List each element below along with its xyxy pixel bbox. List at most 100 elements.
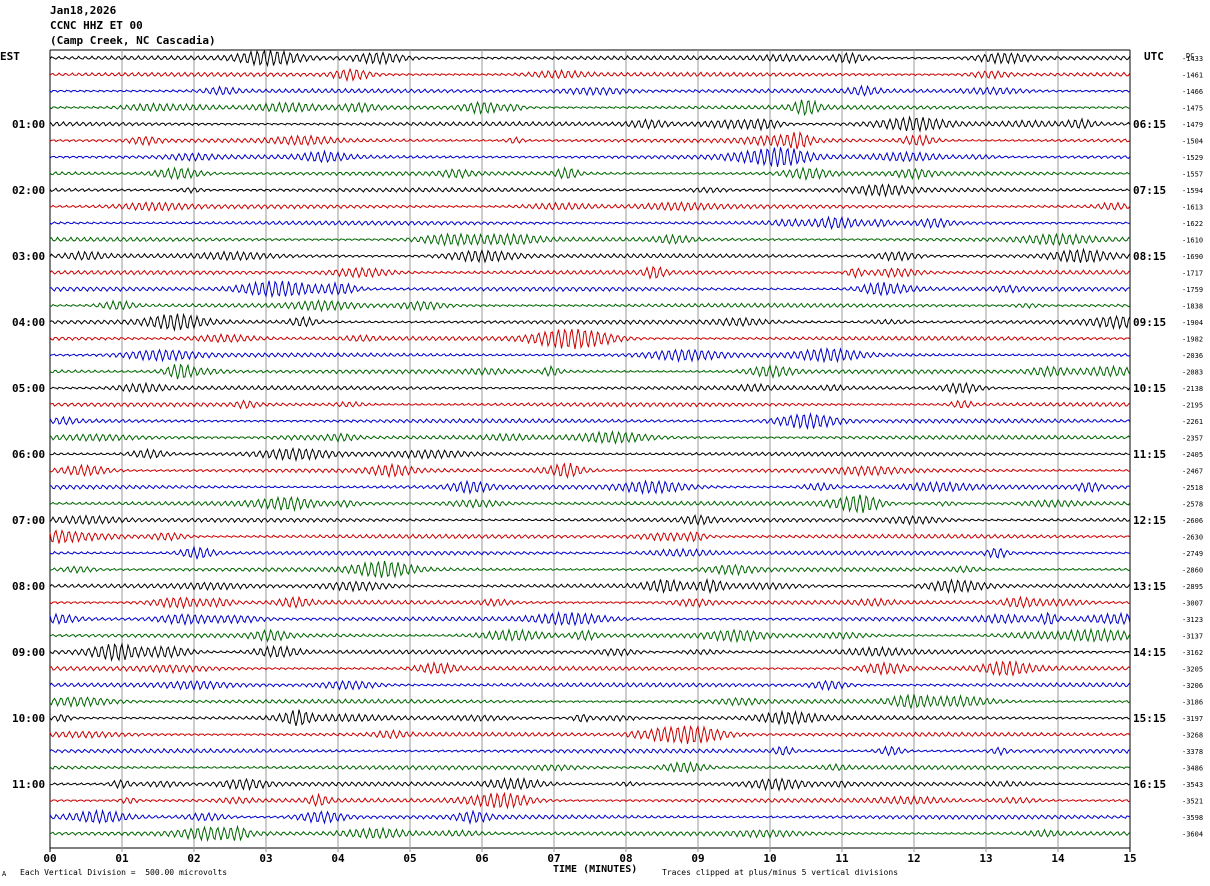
trace-line-44 bbox=[49, 760, 1131, 774]
dc-offset-label: -3205 bbox=[1182, 666, 1203, 674]
trace-line-26 bbox=[49, 462, 1131, 479]
chart-date: Jan18,2026 bbox=[50, 4, 117, 17]
trace-line-16 bbox=[49, 299, 1131, 313]
dc-offset-label: -2749 bbox=[1182, 550, 1203, 558]
trace-line-9 bbox=[49, 183, 1131, 198]
dc-offset-label: -3604 bbox=[1182, 831, 1203, 839]
dc-column-label: DC bbox=[1186, 52, 1194, 60]
dc-offset-label: -2195 bbox=[1182, 402, 1203, 410]
left-hour-label: 09:00 bbox=[12, 646, 45, 659]
dc-offset-label: -1838 bbox=[1182, 303, 1203, 311]
right-hour-label: 14:15 bbox=[1133, 646, 1166, 659]
trace-line-35 bbox=[49, 610, 1131, 627]
dc-offset-label: -1610 bbox=[1182, 237, 1203, 245]
dc-offset-label: -2467 bbox=[1182, 468, 1203, 476]
dc-offset-label: -1461 bbox=[1182, 72, 1203, 80]
left-hour-label: 11:00 bbox=[12, 778, 45, 791]
left-timezone-label: EST bbox=[0, 50, 20, 63]
left-hour-label: 01:00 bbox=[12, 118, 45, 131]
trace-line-40 bbox=[49, 693, 1131, 710]
trace-line-38 bbox=[49, 659, 1131, 678]
dc-offset-label: -2083 bbox=[1182, 369, 1203, 377]
dc-offset-label: -3197 bbox=[1182, 715, 1203, 723]
corner-mark: A bbox=[2, 870, 7, 878]
trace-line-8 bbox=[49, 166, 1131, 182]
dc-offset-label: -3007 bbox=[1182, 600, 1203, 608]
right-hour-label: 10:15 bbox=[1133, 382, 1166, 395]
right-hour-label: 16:15 bbox=[1133, 778, 1166, 791]
dc-offset-label: -3598 bbox=[1182, 814, 1203, 822]
dc-offset-label: -2606 bbox=[1182, 517, 1203, 525]
trace-line-22 bbox=[49, 399, 1131, 410]
x-tick-label: 05 bbox=[403, 852, 416, 865]
x-tick-label: 13 bbox=[979, 852, 992, 865]
station-code: CCNC HHZ ET 00 bbox=[50, 19, 143, 32]
trace-line-48 bbox=[49, 824, 1131, 843]
x-tick-label: 01 bbox=[115, 852, 129, 865]
dc-offset-label: -2860 bbox=[1182, 567, 1203, 575]
x-tick-label: 06 bbox=[475, 852, 489, 865]
dc-offset-label: -1479 bbox=[1182, 121, 1203, 129]
trace-line-34 bbox=[49, 595, 1131, 610]
trace-line-7 bbox=[49, 147, 1131, 168]
x-tick-label: 02 bbox=[187, 852, 200, 865]
dc-offset-label: -1613 bbox=[1182, 204, 1203, 212]
dc-offset-label: -3186 bbox=[1182, 699, 1203, 707]
trace-line-13 bbox=[49, 247, 1131, 264]
left-hour-label: 10:00 bbox=[12, 712, 45, 725]
trace-line-17 bbox=[49, 312, 1131, 332]
right-hour-label: 08:15 bbox=[1133, 250, 1166, 263]
trace-line-4 bbox=[49, 99, 1131, 117]
trace-line-12 bbox=[49, 232, 1131, 247]
left-hour-label: 04:00 bbox=[12, 316, 45, 329]
dc-offset-label: -3162 bbox=[1182, 649, 1203, 657]
left-hour-label: 08:00 bbox=[12, 580, 45, 593]
dc-offset-label: -1557 bbox=[1182, 171, 1203, 179]
trace-line-31 bbox=[49, 545, 1131, 561]
x-tick-label: 14 bbox=[1051, 852, 1065, 865]
dc-offset-label: -1904 bbox=[1182, 319, 1203, 327]
trace-line-30 bbox=[49, 529, 1131, 544]
trace-line-32 bbox=[49, 560, 1131, 579]
dc-offset-label: -1759 bbox=[1182, 286, 1203, 294]
dc-offset-label: -1622 bbox=[1182, 220, 1203, 228]
trace-line-43 bbox=[49, 745, 1131, 757]
dc-offset-label: -1433 bbox=[1182, 55, 1203, 63]
right-hour-label: 11:15 bbox=[1133, 448, 1166, 461]
trace-line-29 bbox=[49, 514, 1131, 527]
trace-line-14 bbox=[49, 265, 1131, 280]
dc-offset-label: -1504 bbox=[1182, 138, 1203, 146]
right-hour-label: 06:15 bbox=[1133, 118, 1166, 131]
seismic-traces bbox=[49, 49, 1131, 843]
dc-offset-label: -2357 bbox=[1182, 435, 1203, 443]
x-tick-label: 08 bbox=[619, 852, 632, 865]
station-location: (Camp Creek, NC Cascadia) bbox=[50, 34, 216, 47]
dc-offset-label: -1466 bbox=[1182, 88, 1203, 96]
dc-offset-label: -1982 bbox=[1182, 336, 1203, 344]
right-hour-label: 15:15 bbox=[1133, 712, 1166, 725]
trace-line-20 bbox=[49, 363, 1131, 380]
trace-line-41 bbox=[49, 709, 1130, 727]
trace-line-15 bbox=[49, 280, 1131, 299]
axis-labels: 00 01 02 03 04 05 06 07 08 09 10 11 12 13 14 15 -1433 -14… bbox=[12, 52, 1203, 865]
trace-line-47 bbox=[49, 808, 1131, 825]
dc-offset-label: -1529 bbox=[1182, 154, 1203, 162]
time-gridlines bbox=[49, 49, 1131, 852]
x-tick-label: 09 bbox=[691, 852, 704, 865]
trace-line-39 bbox=[49, 679, 1131, 692]
dc-offset-label: -3486 bbox=[1182, 765, 1203, 773]
x-tick-label: 00 bbox=[43, 852, 56, 865]
dc-offset-label: -3543 bbox=[1182, 781, 1203, 789]
dc-offset-label: -3137 bbox=[1182, 633, 1203, 641]
dc-offset-label: -3268 bbox=[1182, 732, 1203, 740]
dc-offset-label: -1690 bbox=[1182, 253, 1203, 261]
x-tick-label: 04 bbox=[331, 852, 345, 865]
trace-line-10 bbox=[49, 200, 1131, 212]
right-hour-label: 09:15 bbox=[1133, 316, 1166, 329]
left-hour-label: 02:00 bbox=[12, 184, 45, 197]
left-hour-label: 05:00 bbox=[12, 382, 45, 395]
trace-line-28 bbox=[49, 494, 1131, 514]
trace-line-36 bbox=[49, 627, 1131, 644]
trace-line-21 bbox=[49, 381, 1131, 395]
trace-line-42 bbox=[49, 724, 1131, 745]
